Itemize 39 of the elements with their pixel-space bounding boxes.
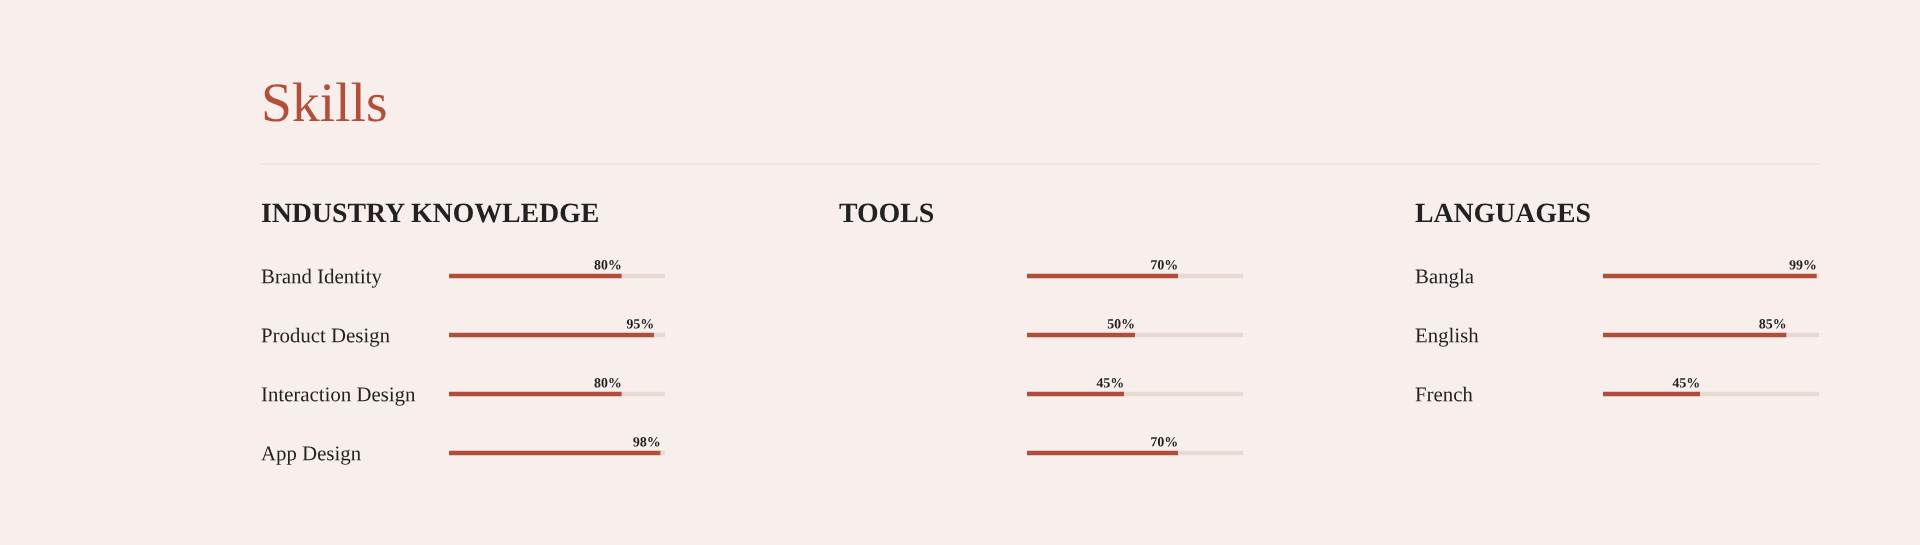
bar bbox=[1603, 391, 1701, 397]
bar bbox=[1178, 273, 1243, 279]
bar bbox=[1027, 273, 1179, 279]
data-label: 70% bbox=[1151, 437, 1177, 447]
text: Skills bbox=[264, 82, 386, 122]
bar bbox=[1786, 332, 1819, 338]
data-label: 99% bbox=[1789, 260, 1816, 270]
y-tick-label: Bangla bbox=[1415, 268, 1474, 288]
bar bbox=[1027, 332, 1135, 338]
bar bbox=[449, 332, 655, 338]
bar bbox=[449, 391, 622, 397]
bar bbox=[1603, 273, 1817, 279]
data-label: 70% bbox=[1151, 260, 1177, 270]
data-label: 45% bbox=[1672, 378, 1699, 388]
bar bbox=[1178, 450, 1243, 456]
bar bbox=[1027, 450, 1179, 456]
chart-title: TOOLS bbox=[839, 203, 934, 223]
bar bbox=[449, 450, 661, 456]
data-label: 80% bbox=[594, 260, 621, 270]
y-tick-label: App Design bbox=[261, 446, 361, 465]
bar bbox=[1603, 332, 1787, 338]
data-label: 50% bbox=[1107, 319, 1134, 329]
y-tick-label: Brand Identity bbox=[261, 268, 382, 288]
y-tick-label: French bbox=[1415, 386, 1473, 402]
data-label: 80% bbox=[594, 378, 621, 388]
data-label: 98% bbox=[633, 437, 660, 447]
chart-title: INDUSTRY KNOWLEDGE bbox=[261, 203, 598, 223]
chart-title: LANGUAGES bbox=[1415, 203, 1590, 223]
bar bbox=[449, 273, 622, 279]
data-label: 95% bbox=[626, 319, 653, 329]
bar bbox=[1124, 391, 1243, 397]
y-tick-label: English bbox=[1415, 327, 1479, 347]
y-tick-label: Interaction Design bbox=[261, 387, 416, 406]
y-tick-label: Product Design bbox=[261, 327, 390, 347]
bar bbox=[1700, 391, 1819, 397]
bar bbox=[1027, 391, 1125, 397]
data-label: 85% bbox=[1759, 319, 1786, 329]
data-label: 45% bbox=[1096, 378, 1123, 388]
bar bbox=[1135, 332, 1243, 338]
